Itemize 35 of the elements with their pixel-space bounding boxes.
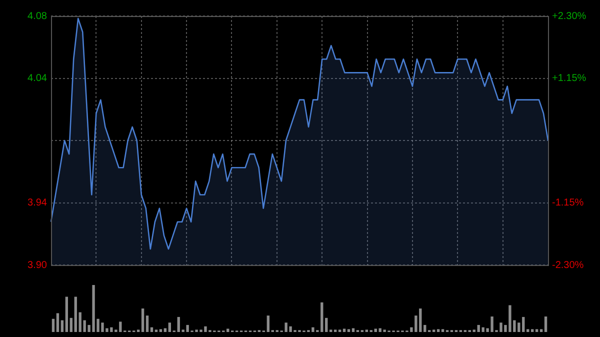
bar bbox=[164, 328, 167, 332]
bar bbox=[52, 318, 55, 332]
bar bbox=[266, 316, 270, 332]
bar bbox=[535, 329, 538, 332]
bar bbox=[65, 296, 68, 332]
bar bbox=[352, 328, 355, 332]
y2-tick-label: -1.15% bbox=[552, 198, 584, 208]
bar bbox=[141, 308, 144, 332]
bar bbox=[526, 329, 530, 332]
bar bbox=[441, 329, 444, 332]
bar bbox=[226, 328, 230, 332]
y2-tick-label: +2.30% bbox=[552, 10, 586, 22]
bar bbox=[530, 329, 534, 332]
bar bbox=[168, 322, 171, 332]
y-tick-label: 3.90 bbox=[28, 260, 48, 271]
bar bbox=[347, 329, 350, 332]
bar bbox=[544, 316, 548, 332]
bar bbox=[540, 329, 543, 332]
bar bbox=[70, 318, 72, 332]
bar bbox=[146, 316, 149, 332]
y-tick-label: 4.04 bbox=[28, 73, 48, 84]
bar bbox=[60, 320, 64, 332]
bar bbox=[159, 329, 162, 332]
bar bbox=[374, 328, 377, 332]
bar bbox=[436, 329, 440, 332]
y2-tick-label: -2.30% bbox=[552, 260, 584, 271]
y-tick-label: 4.08 bbox=[28, 10, 48, 22]
y2-tick-label: +1.15% bbox=[552, 73, 586, 84]
bar bbox=[522, 316, 525, 332]
bar bbox=[325, 318, 328, 332]
bar bbox=[424, 324, 426, 332]
bar bbox=[56, 313, 60, 332]
bar bbox=[74, 296, 77, 332]
bar bbox=[342, 328, 346, 332]
y-tick-label: 3.94 bbox=[28, 198, 48, 208]
